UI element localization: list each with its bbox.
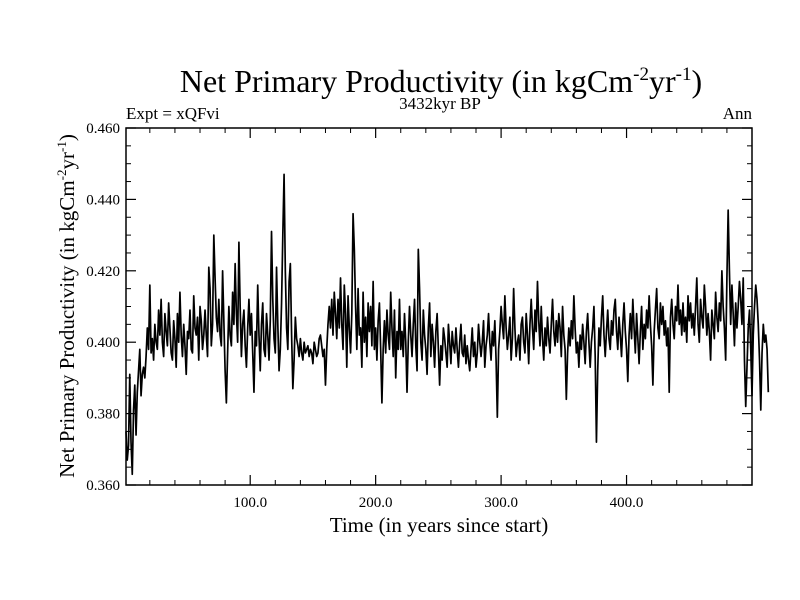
chart-title-mid: yr — [649, 63, 676, 99]
x-tick-label: 300.0 — [484, 495, 518, 511]
series-line-npp — [125, 173, 770, 476]
y-axis-label-sup2: -1 — [54, 141, 69, 152]
y-tick-label: 0.400 — [86, 335, 120, 351]
chart-title-sup1: -2 — [633, 64, 649, 85]
chart-title-sup2: -1 — [676, 64, 692, 85]
y-tick-label: 0.420 — [86, 264, 120, 280]
x-tick-label: 200.0 — [359, 495, 393, 511]
y-axis-label-end: ) — [55, 134, 79, 141]
x-tick-label: 400.0 — [610, 495, 644, 511]
x-axis-tick-labels: 100.0 200.0 300.0 400.0 — [233, 495, 643, 511]
x-axis-ticks — [149, 128, 728, 485]
x-tick-label: 100.0 — [233, 495, 267, 511]
y-axis-label-sup1: -2 — [54, 170, 69, 181]
subtitle-period: 3432kyr BP — [399, 94, 481, 113]
y-tick-label: 0.360 — [86, 478, 120, 494]
y-axis-label: Net Primary Productivity (in kgCm-2yr-1) — [54, 134, 79, 478]
y-axis-tick-labels: 0.360 0.380 0.400 0.420 0.440 0.460 — [86, 121, 120, 494]
y-axis-label-main: Net Primary Productivity (in kgCm — [55, 180, 79, 477]
chart-title-end: ) — [691, 63, 702, 99]
y-tick-label: 0.380 — [86, 407, 120, 423]
chart-title: Net Primary Productivity (in kgCm-2yr-1) — [180, 63, 702, 99]
chart-title-main: Net Primary Productivity (in kgCm — [180, 63, 633, 99]
subtitle-season: Ann — [723, 104, 753, 123]
subtitle-experiment: Expt = xQFvi — [126, 104, 220, 123]
y-axis-label-mid: yr — [55, 152, 79, 170]
y-axis-ticks — [126, 127, 752, 486]
y-tick-label: 0.440 — [86, 192, 120, 208]
y-tick-label: 0.460 — [86, 121, 120, 137]
x-axis-label: Time (in years since start) — [330, 513, 549, 537]
